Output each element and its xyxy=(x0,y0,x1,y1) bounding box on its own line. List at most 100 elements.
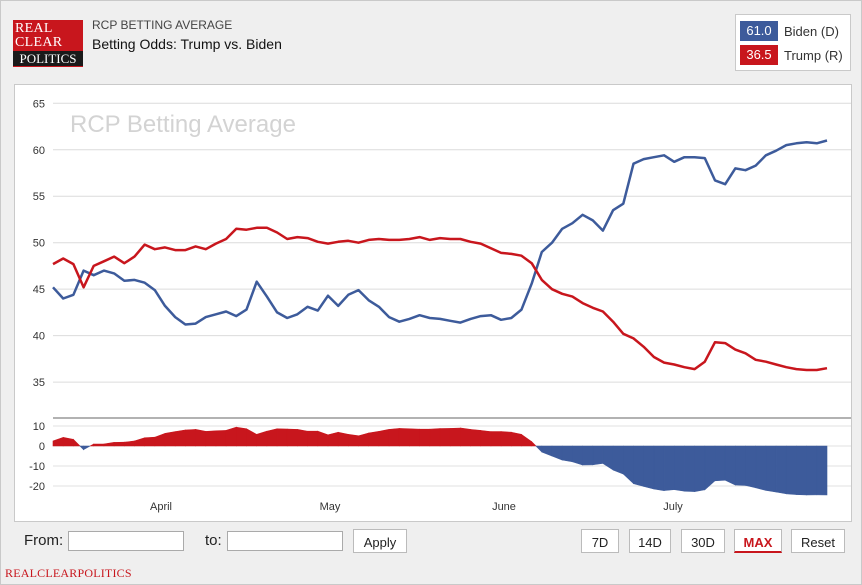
spread-segment xyxy=(307,430,319,447)
x-axis-labels: April May June July xyxy=(150,501,683,513)
spread-segment xyxy=(266,428,278,447)
rcp-logo[interactable]: REAL CLEAR POLITICS xyxy=(13,20,83,67)
spread-segment xyxy=(93,443,105,447)
spread-segment xyxy=(419,428,431,447)
spread-segment xyxy=(561,445,573,463)
y-tick-label: 45 xyxy=(33,284,45,296)
from-date-input[interactable] xyxy=(68,531,184,551)
x-tick-label-july: July xyxy=(663,501,683,513)
spread-segment xyxy=(52,436,64,447)
spread-segment xyxy=(673,445,685,492)
spread-segment xyxy=(225,426,237,447)
spread-segment xyxy=(623,445,634,485)
legend-box: 61.0 Biden (D) 36.5 Trump (R) xyxy=(735,14,851,71)
spread-segment xyxy=(79,445,84,451)
spread-segment xyxy=(775,445,787,495)
spread-segment xyxy=(572,445,583,466)
series-line-biden xyxy=(52,139,828,326)
spread-segment xyxy=(164,431,176,447)
spread-segment xyxy=(439,428,451,447)
spread-segment xyxy=(429,428,441,447)
spread-segment xyxy=(535,445,543,453)
spread-segment xyxy=(714,445,726,482)
range-14d-button[interactable]: 14D xyxy=(629,529,671,553)
spread-segment xyxy=(500,431,512,447)
apply-button[interactable]: Apply xyxy=(353,529,407,553)
spread-segment xyxy=(236,426,247,447)
widget-title: Betting Odds: Trump vs. Biden xyxy=(92,36,282,52)
spread-segment xyxy=(73,438,81,447)
y-tick-label: 60 xyxy=(33,145,45,157)
chart-area[interactable]: 35 40 45 50 55 60 65 10 0 -10 -20 RCP Betting Aver… xyxy=(14,84,852,522)
y-tick-label: 65 xyxy=(33,98,45,110)
spread-segment xyxy=(816,445,828,496)
spread-segment xyxy=(633,445,644,487)
to-date-input[interactable] xyxy=(227,531,343,551)
spread-area xyxy=(52,426,828,496)
spread-segment xyxy=(541,445,553,457)
spread-segment xyxy=(205,430,217,447)
spread-segment xyxy=(388,428,400,447)
spread-segment xyxy=(337,431,349,447)
spread-segment xyxy=(663,445,675,491)
spread-segment xyxy=(276,428,288,447)
spread-tick-label: -10 xyxy=(29,461,45,473)
spread-tick-label: 0 xyxy=(39,441,45,453)
spread-segment xyxy=(215,430,227,447)
spread-segment xyxy=(409,428,420,447)
spread-segment xyxy=(531,440,537,447)
spread-segment xyxy=(348,434,359,447)
y-axis-labels: 35 40 45 50 55 60 65 10 0 -10 -20 xyxy=(29,98,45,493)
spread-segment xyxy=(113,441,125,447)
spread-tick-label: 10 xyxy=(33,421,45,433)
spread-segment xyxy=(256,430,268,447)
spread-segment xyxy=(551,445,563,461)
chart-svg: 35 40 45 50 55 60 65 10 0 -10 -20 RCP Betting Aver… xyxy=(29,98,851,513)
legend-value-trump: 36.5 xyxy=(740,45,778,65)
range-30d-button[interactable]: 30D xyxy=(681,529,725,553)
spread-segment xyxy=(653,445,665,491)
spread-segment xyxy=(460,427,471,447)
spread-segment xyxy=(684,445,695,492)
spread-segment xyxy=(724,445,736,486)
spread-segment xyxy=(286,428,298,447)
spread-segment xyxy=(582,445,594,466)
spread-segment xyxy=(449,427,461,447)
series-lines xyxy=(52,139,828,372)
spread-segment xyxy=(144,436,156,447)
spread-segment xyxy=(480,430,492,447)
reset-button[interactable]: Reset xyxy=(791,529,845,553)
legend-label-biden: Biden (D) xyxy=(784,23,839,39)
spread-segment xyxy=(490,431,502,447)
spread-segment xyxy=(470,429,482,447)
footer-brand[interactable]: REALCLEARPOLITICS xyxy=(5,566,132,580)
spread-segment xyxy=(89,443,95,447)
spread-segment xyxy=(123,440,135,447)
spread-segment xyxy=(103,442,115,447)
widget-subtitle: RCP BETTING AVERAGE xyxy=(92,18,233,32)
range-7d-button[interactable]: 7D xyxy=(581,529,619,553)
spread-segment xyxy=(358,432,370,447)
spread-segment xyxy=(317,430,329,447)
spread-segment xyxy=(297,429,308,447)
spread-segment xyxy=(246,428,257,447)
y-tick-label: 40 xyxy=(33,331,45,343)
spread-segment xyxy=(704,445,716,491)
spread-segment xyxy=(62,437,74,447)
logo-line-1: REAL xyxy=(15,21,53,36)
legend-item-biden: 61.0 Biden (D) xyxy=(740,21,839,41)
logo-line-2: CLEAR xyxy=(15,35,63,50)
spread-segment xyxy=(134,437,145,447)
date-controls: From: to: Apply 7D 14D 30D MAX Reset xyxy=(14,522,850,560)
spread-segment xyxy=(174,429,186,447)
series-line-trump xyxy=(52,226,828,372)
spread-segment xyxy=(735,445,746,486)
range-max-button[interactable]: MAX xyxy=(734,529,782,553)
spread-segment xyxy=(755,445,767,491)
spread-segment xyxy=(806,445,818,496)
x-tick-label-june: June xyxy=(492,501,516,513)
x-tick-label-april: April xyxy=(150,501,172,513)
chart-watermark-title: RCP Betting Average xyxy=(70,111,296,138)
spread-segment xyxy=(398,428,410,447)
